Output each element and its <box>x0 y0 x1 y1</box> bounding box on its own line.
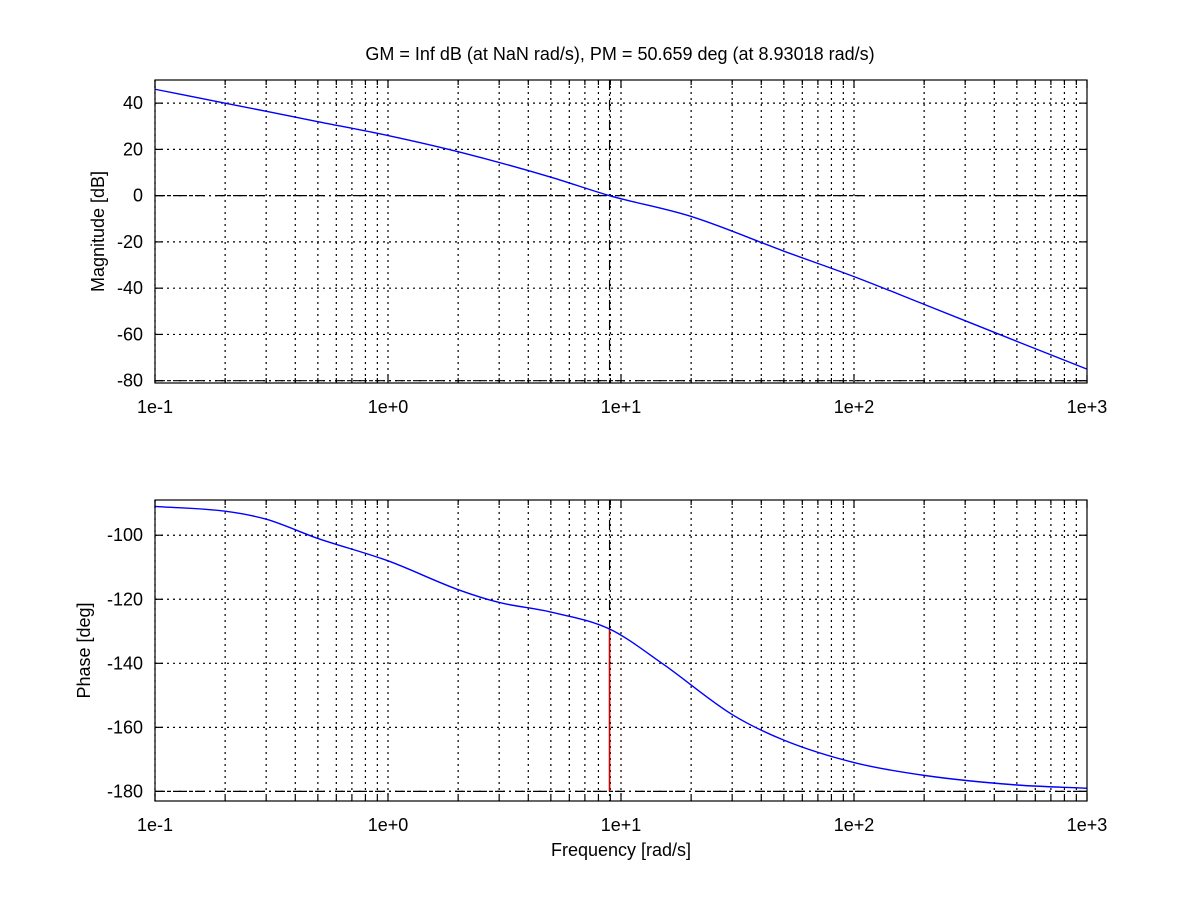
magnitude-panel: 1e-1 1e+0 1e+1 1e+2 1e+3 -80 -60 -40 -20 0 20 40 Mag… <box>88 79 1108 417</box>
magnitude-y-tick-label: 40 <box>123 93 143 113</box>
magnitude-x-tick-label: 1e-1 <box>137 397 173 417</box>
magnitude-series-line <box>154 88 1088 370</box>
phase-y-tick-label: -100 <box>107 525 143 545</box>
phase-ticks <box>154 500 1088 801</box>
phase-y-tick-label: -120 <box>107 589 143 609</box>
phase-x-tick-label: 1e+3 <box>1067 815 1108 835</box>
bode-panels: 1e-1 1e+0 1e+1 1e+2 1e+3 -80 -60 -40 -20 0 20 40 Mag… <box>74 79 1108 860</box>
magnitude-x-tick-label: 1e+0 <box>368 397 409 417</box>
phase-grid <box>154 500 1087 801</box>
magnitude-x-tick-label: 1e+3 <box>1067 397 1108 417</box>
magnitude-y-tick-label: -60 <box>117 324 143 344</box>
figure-title: GM = Inf dB (at NaN rad/s), PM = 50.659 … <box>365 44 874 64</box>
phase-y-axis-label: Phase [deg] <box>74 602 94 698</box>
magnitude-x-tick-label: 1e+1 <box>601 397 642 417</box>
magnitude-y-tick-label: -20 <box>117 232 143 252</box>
magnitude-grid <box>154 80 1087 383</box>
phase-y-tick-label: -180 <box>107 781 143 801</box>
magnitude-y-tick-label: -80 <box>117 371 143 391</box>
phase-x-axis-label: Frequency [rad/s] <box>551 840 691 860</box>
phase-series-line <box>154 505 1088 789</box>
magnitude-y-axis-label: Magnitude [dB] <box>88 171 108 292</box>
phase-y-tick-label: -140 <box>107 653 143 673</box>
magnitude-y-tick-label: 0 <box>133 186 143 206</box>
magnitude-y-tick-label: 20 <box>123 139 143 159</box>
phase-x-tick-label: 1e+1 <box>601 815 642 835</box>
phase-x-tick-label: 1e+2 <box>834 815 875 835</box>
phase-x-tick-label: 1e-1 <box>137 815 173 835</box>
phase-x-tick-label: 1e+0 <box>368 815 409 835</box>
phase-panel: 1e-1 1e+0 1e+1 1e+2 1e+3 -180 -160 -140 -120 -100… <box>74 499 1108 860</box>
magnitude-y-tick-label: -40 <box>117 278 143 298</box>
magnitude-ticks <box>154 80 1088 383</box>
phase-y-tick-label: -160 <box>107 717 143 737</box>
magnitude-x-tick-label: 1e+2 <box>834 397 875 417</box>
